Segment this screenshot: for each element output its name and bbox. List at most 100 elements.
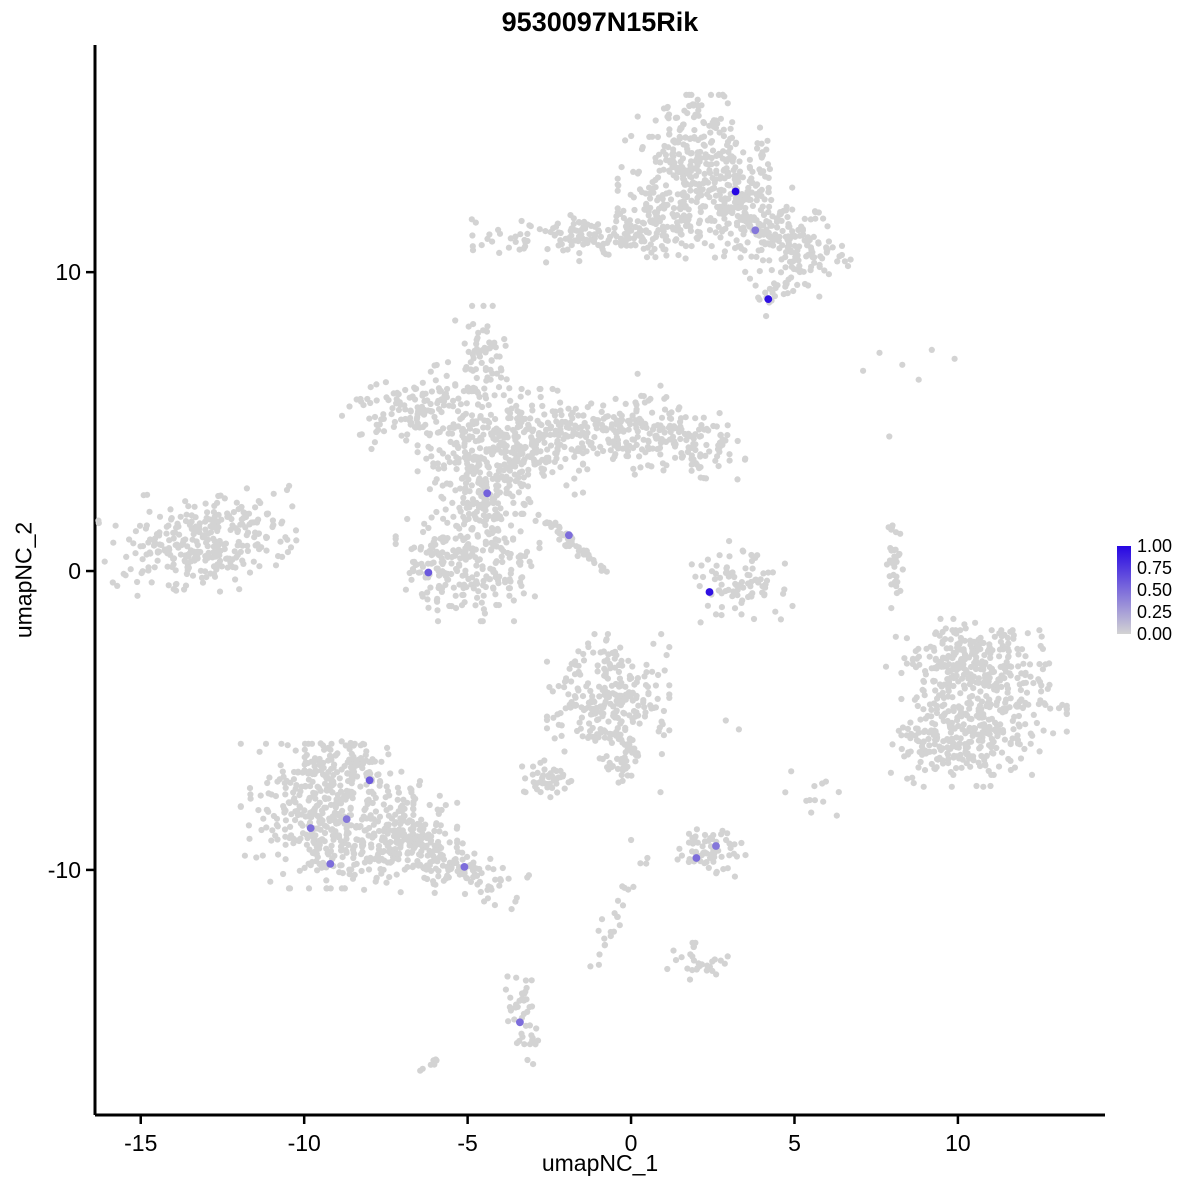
cell-point <box>753 253 760 260</box>
cell-point <box>600 249 607 256</box>
cell-point <box>939 689 946 696</box>
cell-point <box>223 555 230 562</box>
cell-point <box>419 830 426 838</box>
cell-point <box>625 742 633 749</box>
cell-point <box>772 236 779 243</box>
cell-point <box>629 737 636 744</box>
cell-point <box>811 797 819 804</box>
cell-point <box>269 517 276 524</box>
cell-point <box>407 826 414 833</box>
cell-point <box>140 492 147 499</box>
cell-point <box>465 476 472 483</box>
cell-point <box>737 254 744 261</box>
cell-point <box>469 302 476 309</box>
cell-point <box>643 661 650 668</box>
expressing-cell-point <box>516 1018 524 1027</box>
cell-point <box>520 245 528 252</box>
cell-point <box>683 167 690 174</box>
cell-point <box>960 682 968 689</box>
cell-point <box>421 406 428 413</box>
cell-point <box>1022 721 1029 728</box>
cell-point <box>957 690 964 697</box>
cell-point <box>677 435 684 443</box>
cell-point <box>554 220 561 227</box>
cell-point <box>185 503 192 510</box>
cell-point <box>1020 660 1027 667</box>
cell-point <box>199 579 207 586</box>
cell-point <box>470 874 477 881</box>
cell-point <box>988 744 995 751</box>
cell-point <box>306 794 313 802</box>
cell-point <box>1028 771 1036 779</box>
cell-point <box>457 508 464 515</box>
cell-point <box>990 750 997 757</box>
expressing-cell-point <box>365 776 374 785</box>
cell-point <box>542 228 549 235</box>
cell-point <box>766 285 774 292</box>
cell-point <box>353 396 360 403</box>
cell-point <box>537 789 544 796</box>
cell-point <box>513 402 520 409</box>
cell-point <box>708 568 716 575</box>
cell-point <box>336 869 343 876</box>
cell-point <box>1035 676 1042 683</box>
cell-point <box>439 862 446 869</box>
cell-point <box>402 386 409 394</box>
cell-point <box>252 529 259 536</box>
cell-point <box>530 763 537 770</box>
cell-point <box>542 459 550 466</box>
cell-point <box>789 602 796 610</box>
cell-point <box>297 820 304 827</box>
cell-point <box>677 163 684 170</box>
cell-point <box>614 725 621 732</box>
cell-point <box>472 580 479 587</box>
cell-point <box>693 461 701 468</box>
cell-point <box>998 633 1005 640</box>
cell-point <box>277 538 284 545</box>
cell-point <box>328 826 335 834</box>
cell-point <box>246 835 253 842</box>
cell-point <box>484 424 491 431</box>
cell-point <box>474 389 481 397</box>
cell-point <box>442 506 449 513</box>
cell-point <box>518 1030 525 1037</box>
cell-point <box>364 797 371 805</box>
cell-point <box>194 541 201 549</box>
cell-point <box>258 826 265 834</box>
cell-point <box>981 760 989 768</box>
cell-point <box>468 447 476 454</box>
cell-point <box>595 242 602 249</box>
cell-point <box>485 531 493 538</box>
cell-point <box>165 522 172 529</box>
cell-point <box>787 233 794 240</box>
cell-point <box>443 372 450 379</box>
cell-point <box>613 708 620 715</box>
cell-point <box>301 746 308 753</box>
cell-point <box>782 283 789 290</box>
cell-point <box>640 436 647 443</box>
expressing-points-layer <box>306 187 773 1027</box>
cell-point <box>382 379 389 386</box>
cell-point <box>954 641 961 648</box>
cell-point <box>316 760 323 768</box>
cell-point <box>608 764 615 771</box>
cell-point <box>931 748 938 755</box>
cell-point <box>721 199 728 206</box>
cell-point <box>707 91 715 98</box>
expressing-cell-point <box>565 531 573 540</box>
cell-point <box>391 850 398 857</box>
cell-point <box>654 197 661 204</box>
cell-point <box>202 568 209 575</box>
cell-point <box>290 776 297 783</box>
cell-point <box>478 359 485 366</box>
cell-point <box>632 223 639 231</box>
legend-label: 0.50 <box>1137 580 1172 600</box>
cell-point <box>434 847 441 854</box>
cell-point <box>980 714 987 721</box>
cell-point <box>654 695 661 703</box>
cell-point <box>496 230 504 237</box>
cell-point <box>287 823 294 831</box>
cell-point <box>709 175 716 182</box>
cell-point <box>580 241 587 248</box>
cell-point <box>738 839 745 847</box>
